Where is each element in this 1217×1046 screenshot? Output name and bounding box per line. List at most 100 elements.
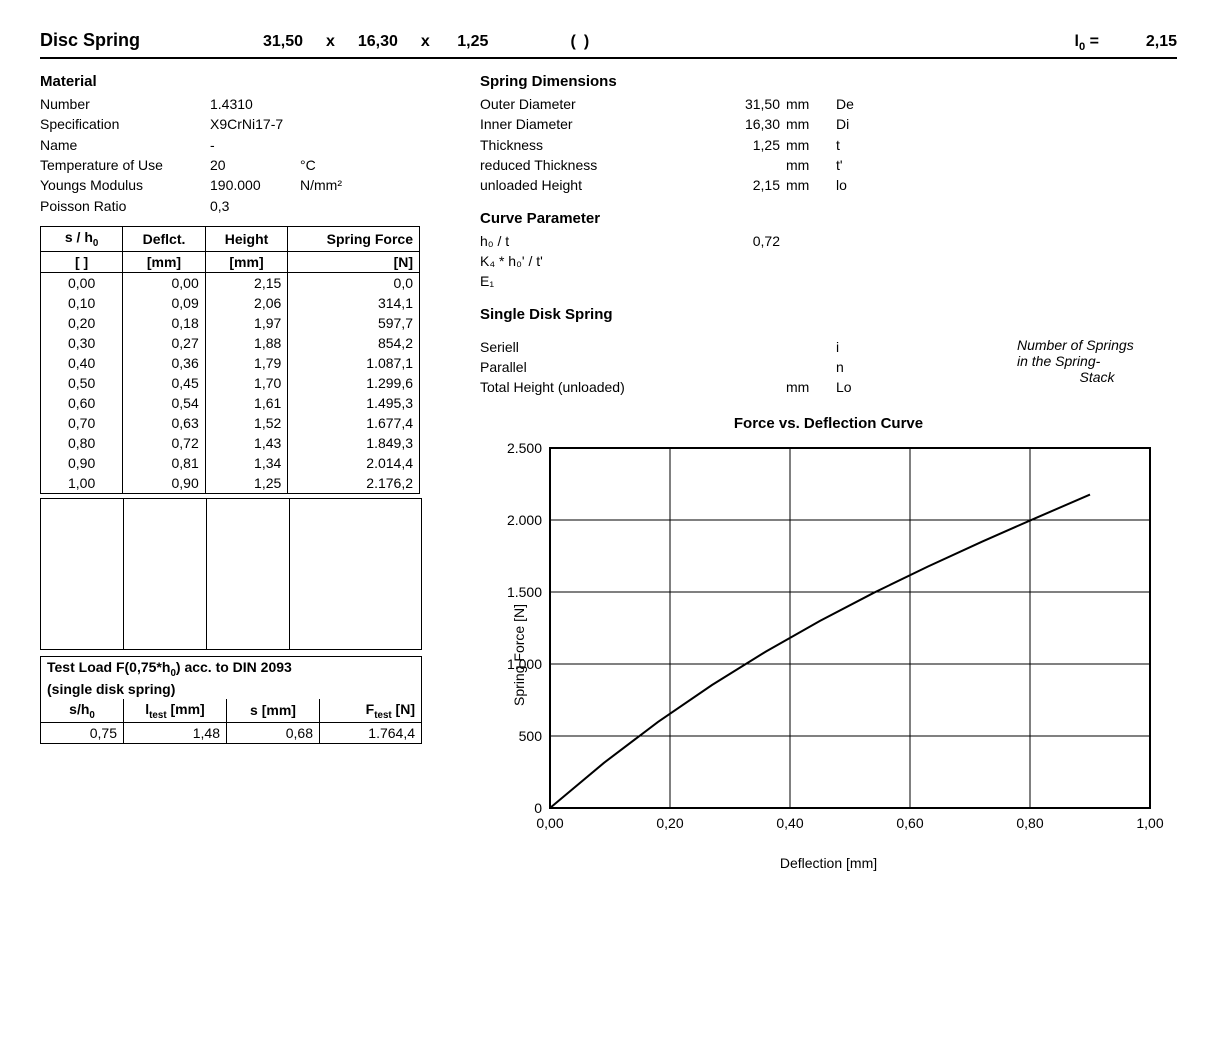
curve-param-row: E₁ bbox=[480, 271, 1177, 291]
cp-val bbox=[710, 271, 786, 291]
table-row: 0,500,451,701.299,6 bbox=[41, 373, 420, 393]
table-cell: 1,61 bbox=[205, 393, 288, 413]
table-cell: 0,63 bbox=[123, 413, 206, 433]
dim-unit: mm bbox=[786, 155, 836, 175]
mat-val: 0,3 bbox=[210, 196, 300, 216]
test-load-table: Test Load F(0,75*h0) acc. to DIN 2093 (s… bbox=[40, 656, 422, 745]
hdr-x1: x bbox=[326, 33, 335, 51]
table-cell: 2.176,2 bbox=[288, 473, 420, 494]
test-sub: (single disk spring) bbox=[41, 681, 421, 699]
table-row: 0,800,721,431.849,3 bbox=[41, 433, 420, 453]
table-row: 0,000,002,150,0 bbox=[41, 272, 420, 293]
note2: in the Spring- bbox=[1017, 353, 1177, 369]
hdr-v1: 31,50 bbox=[248, 33, 318, 51]
mat-label: Name bbox=[40, 135, 210, 155]
table-cell: 1,34 bbox=[205, 453, 288, 473]
single-unit bbox=[786, 337, 836, 357]
svg-text:1.500: 1.500 bbox=[507, 584, 542, 600]
single-sym: i bbox=[836, 337, 886, 357]
mat-val: 20 bbox=[210, 155, 300, 175]
mat-label: Youngs Modulus bbox=[40, 175, 210, 195]
dim-val: 31,50 bbox=[710, 94, 786, 114]
cp-label: h₀ / t bbox=[480, 231, 710, 251]
table-row: 0,300,271,88854,2 bbox=[41, 333, 420, 353]
table-cell: 0,50 bbox=[41, 373, 123, 393]
dimension-row: Thickness 1,25 mm t bbox=[480, 135, 1177, 155]
dim-unit: mm bbox=[786, 135, 836, 155]
mat-unit bbox=[300, 196, 360, 216]
dim-val: 1,25 bbox=[710, 135, 786, 155]
curve-param-head: Curve Parameter bbox=[480, 210, 1177, 227]
th-sh: s / h0 bbox=[41, 226, 123, 251]
chart-xlabel: Deflection [mm] bbox=[480, 855, 1177, 871]
curve-param-row: K₄ * h₀' / t' bbox=[480, 251, 1177, 271]
table-cell: 1.087,1 bbox=[288, 353, 420, 373]
left-column: Material Number 1.4310 Specification X9C… bbox=[40, 67, 480, 871]
dimension-row: unloaded Height 2,15 mm lo bbox=[480, 175, 1177, 195]
table-row: 0,100,092,06314,1 bbox=[41, 293, 420, 313]
table-cell: 0,36 bbox=[123, 353, 206, 373]
material-row: Specification X9CrNi17-7 bbox=[40, 114, 460, 134]
table-cell: 0,30 bbox=[41, 333, 123, 353]
table-cell: 597,7 bbox=[288, 313, 420, 333]
hdr-v2: 16,30 bbox=[343, 33, 413, 51]
table-row: 0,900,811,342.014,4 bbox=[41, 453, 420, 473]
material-row: Name - bbox=[40, 135, 460, 155]
chart-ylabel: Spring Force [N] bbox=[511, 604, 527, 706]
single-sym: Lo bbox=[836, 377, 886, 397]
single-row: Total Height (unloaded) mm Lo bbox=[480, 377, 1017, 397]
svg-text:0,60: 0,60 bbox=[896, 815, 923, 831]
mat-label: Poisson Ratio bbox=[40, 196, 210, 216]
right-column: Spring Dimensions Outer Diameter 31,50 m… bbox=[480, 67, 1177, 871]
table-cell: 854,2 bbox=[288, 333, 420, 353]
test-c1: 0,75 bbox=[41, 723, 124, 744]
test-h1: s/h0 bbox=[41, 699, 124, 723]
dim-sym: De bbox=[836, 94, 886, 114]
test-c2: 1,48 bbox=[124, 723, 227, 744]
table-cell: 1,70 bbox=[205, 373, 288, 393]
table-cell: 0,18 bbox=[123, 313, 206, 333]
dimension-row: Inner Diameter 16,30 mm Di bbox=[480, 114, 1177, 134]
u-sh: [ ] bbox=[41, 251, 123, 272]
single-head: Single Disk Spring bbox=[480, 306, 1177, 323]
chart-title: Force vs. Deflection Curve bbox=[480, 415, 1177, 432]
dim-label: unloaded Height bbox=[480, 175, 710, 195]
dim-sym: t' bbox=[836, 155, 886, 175]
hdr-v3: 1,25 bbox=[438, 33, 508, 51]
single-val bbox=[710, 357, 786, 377]
test-c4: 1.764,4 bbox=[320, 723, 422, 744]
single-val bbox=[710, 337, 786, 357]
table-cell: 0,81 bbox=[123, 453, 206, 473]
single-row: Seriell i bbox=[480, 337, 1017, 357]
table-cell: 2,06 bbox=[205, 293, 288, 313]
svg-text:0,40: 0,40 bbox=[776, 815, 803, 831]
curve-param-row: h₀ / t 0,72 bbox=[480, 231, 1177, 251]
svg-text:1,00: 1,00 bbox=[1136, 815, 1163, 831]
note3: Stack bbox=[1017, 369, 1177, 385]
table-cell: 0,40 bbox=[41, 353, 123, 373]
dim-label: Thickness bbox=[480, 135, 710, 155]
svg-text:0,80: 0,80 bbox=[1016, 815, 1043, 831]
table-cell: 1,00 bbox=[41, 473, 123, 494]
mat-unit bbox=[300, 114, 360, 134]
single-label: Seriell bbox=[480, 337, 710, 357]
cp-val bbox=[710, 251, 786, 271]
svg-text:2.500: 2.500 bbox=[507, 440, 542, 456]
th-f: Spring Force bbox=[288, 226, 420, 251]
hdr-x2: x bbox=[421, 33, 430, 51]
dim-val: 2,15 bbox=[710, 175, 786, 195]
svg-text:0: 0 bbox=[534, 800, 542, 816]
material-row: Temperature of Use 20 °C bbox=[40, 155, 460, 175]
table-cell: 1.677,4 bbox=[288, 413, 420, 433]
hdr-rp: ) bbox=[584, 33, 644, 51]
cp-label: K₄ * h₀' / t' bbox=[480, 251, 710, 271]
table-cell: 0,00 bbox=[123, 272, 206, 293]
cp-label: E₁ bbox=[480, 271, 710, 291]
table-cell: 0,72 bbox=[123, 433, 206, 453]
table-cell: 0,90 bbox=[123, 473, 206, 494]
material-head: Material bbox=[40, 73, 460, 90]
dim-sym: t bbox=[836, 135, 886, 155]
table-cell: 314,1 bbox=[288, 293, 420, 313]
svg-text:500: 500 bbox=[519, 728, 543, 744]
table-row: 0,400,361,791.087,1 bbox=[41, 353, 420, 373]
